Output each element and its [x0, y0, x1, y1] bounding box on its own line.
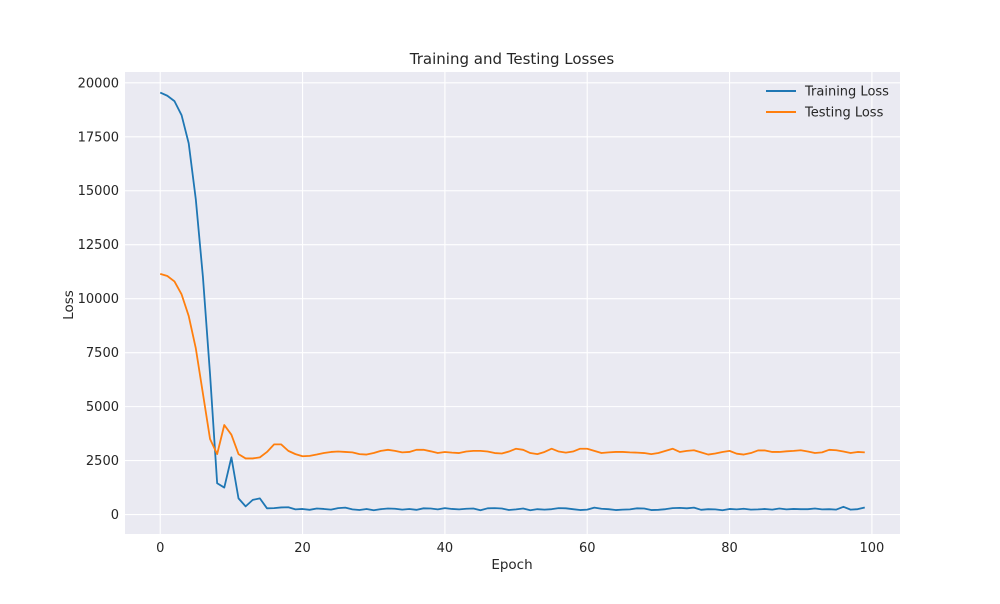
legend: Training Loss Testing Loss	[766, 85, 889, 121]
y-tick-label: 7500	[86, 346, 119, 361]
x-tick-label: 0	[156, 541, 164, 556]
y-tick-label: 15000	[78, 184, 119, 199]
grid-lines	[125, 72, 900, 534]
y-tick-labels: 0 2500 5000 7500 10000 12500 15000 17500 20000	[78, 76, 119, 523]
x-axis-label: Epoch	[491, 557, 532, 573]
x-tick-label: 100	[859, 541, 884, 556]
y-tick-label: 17500	[78, 130, 119, 145]
x-tick-labels: 0 20 40 60 80 100	[156, 541, 884, 556]
legend-label-testing: Testing Loss	[804, 106, 884, 121]
legend-label-training: Training Loss	[804, 85, 889, 100]
series-line-testing-loss	[159, 272, 865, 460]
y-tick-label: 12500	[78, 238, 119, 253]
chart-title: Training and Testing Losses	[409, 50, 615, 68]
series-layer	[159, 91, 865, 512]
x-tick-label: 40	[437, 541, 454, 556]
y-tick-label: 20000	[78, 76, 119, 91]
y-tick-label: 10000	[78, 292, 119, 307]
plot-area	[125, 72, 900, 534]
x-tick-label: 80	[721, 541, 738, 556]
series-line-training-loss	[159, 91, 865, 512]
y-tick-label: 5000	[86, 400, 119, 415]
y-tick-label: 0	[111, 508, 119, 523]
y-tick-label: 2500	[86, 454, 119, 469]
x-tick-label: 60	[579, 541, 596, 556]
x-tick-label: 20	[294, 541, 311, 556]
y-axis-label: Loss	[61, 290, 77, 320]
